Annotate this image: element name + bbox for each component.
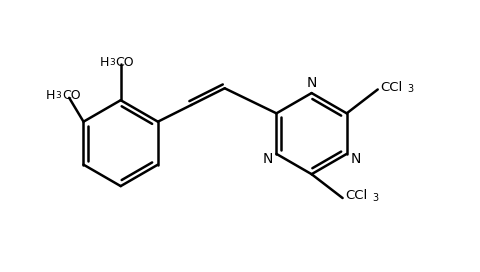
Text: H: H [46,89,55,102]
Text: CCl: CCl [380,81,402,94]
Text: N: N [306,76,317,89]
Text: CO: CO [62,89,81,102]
Text: CCl: CCl [345,189,367,202]
Text: 3: 3 [55,91,61,100]
Text: 3: 3 [372,193,378,203]
Text: 3: 3 [109,58,115,67]
Text: H: H [99,55,108,69]
Text: CO: CO [115,55,134,69]
Text: 3: 3 [408,85,413,94]
Text: N: N [350,152,361,166]
Text: N: N [262,152,273,166]
